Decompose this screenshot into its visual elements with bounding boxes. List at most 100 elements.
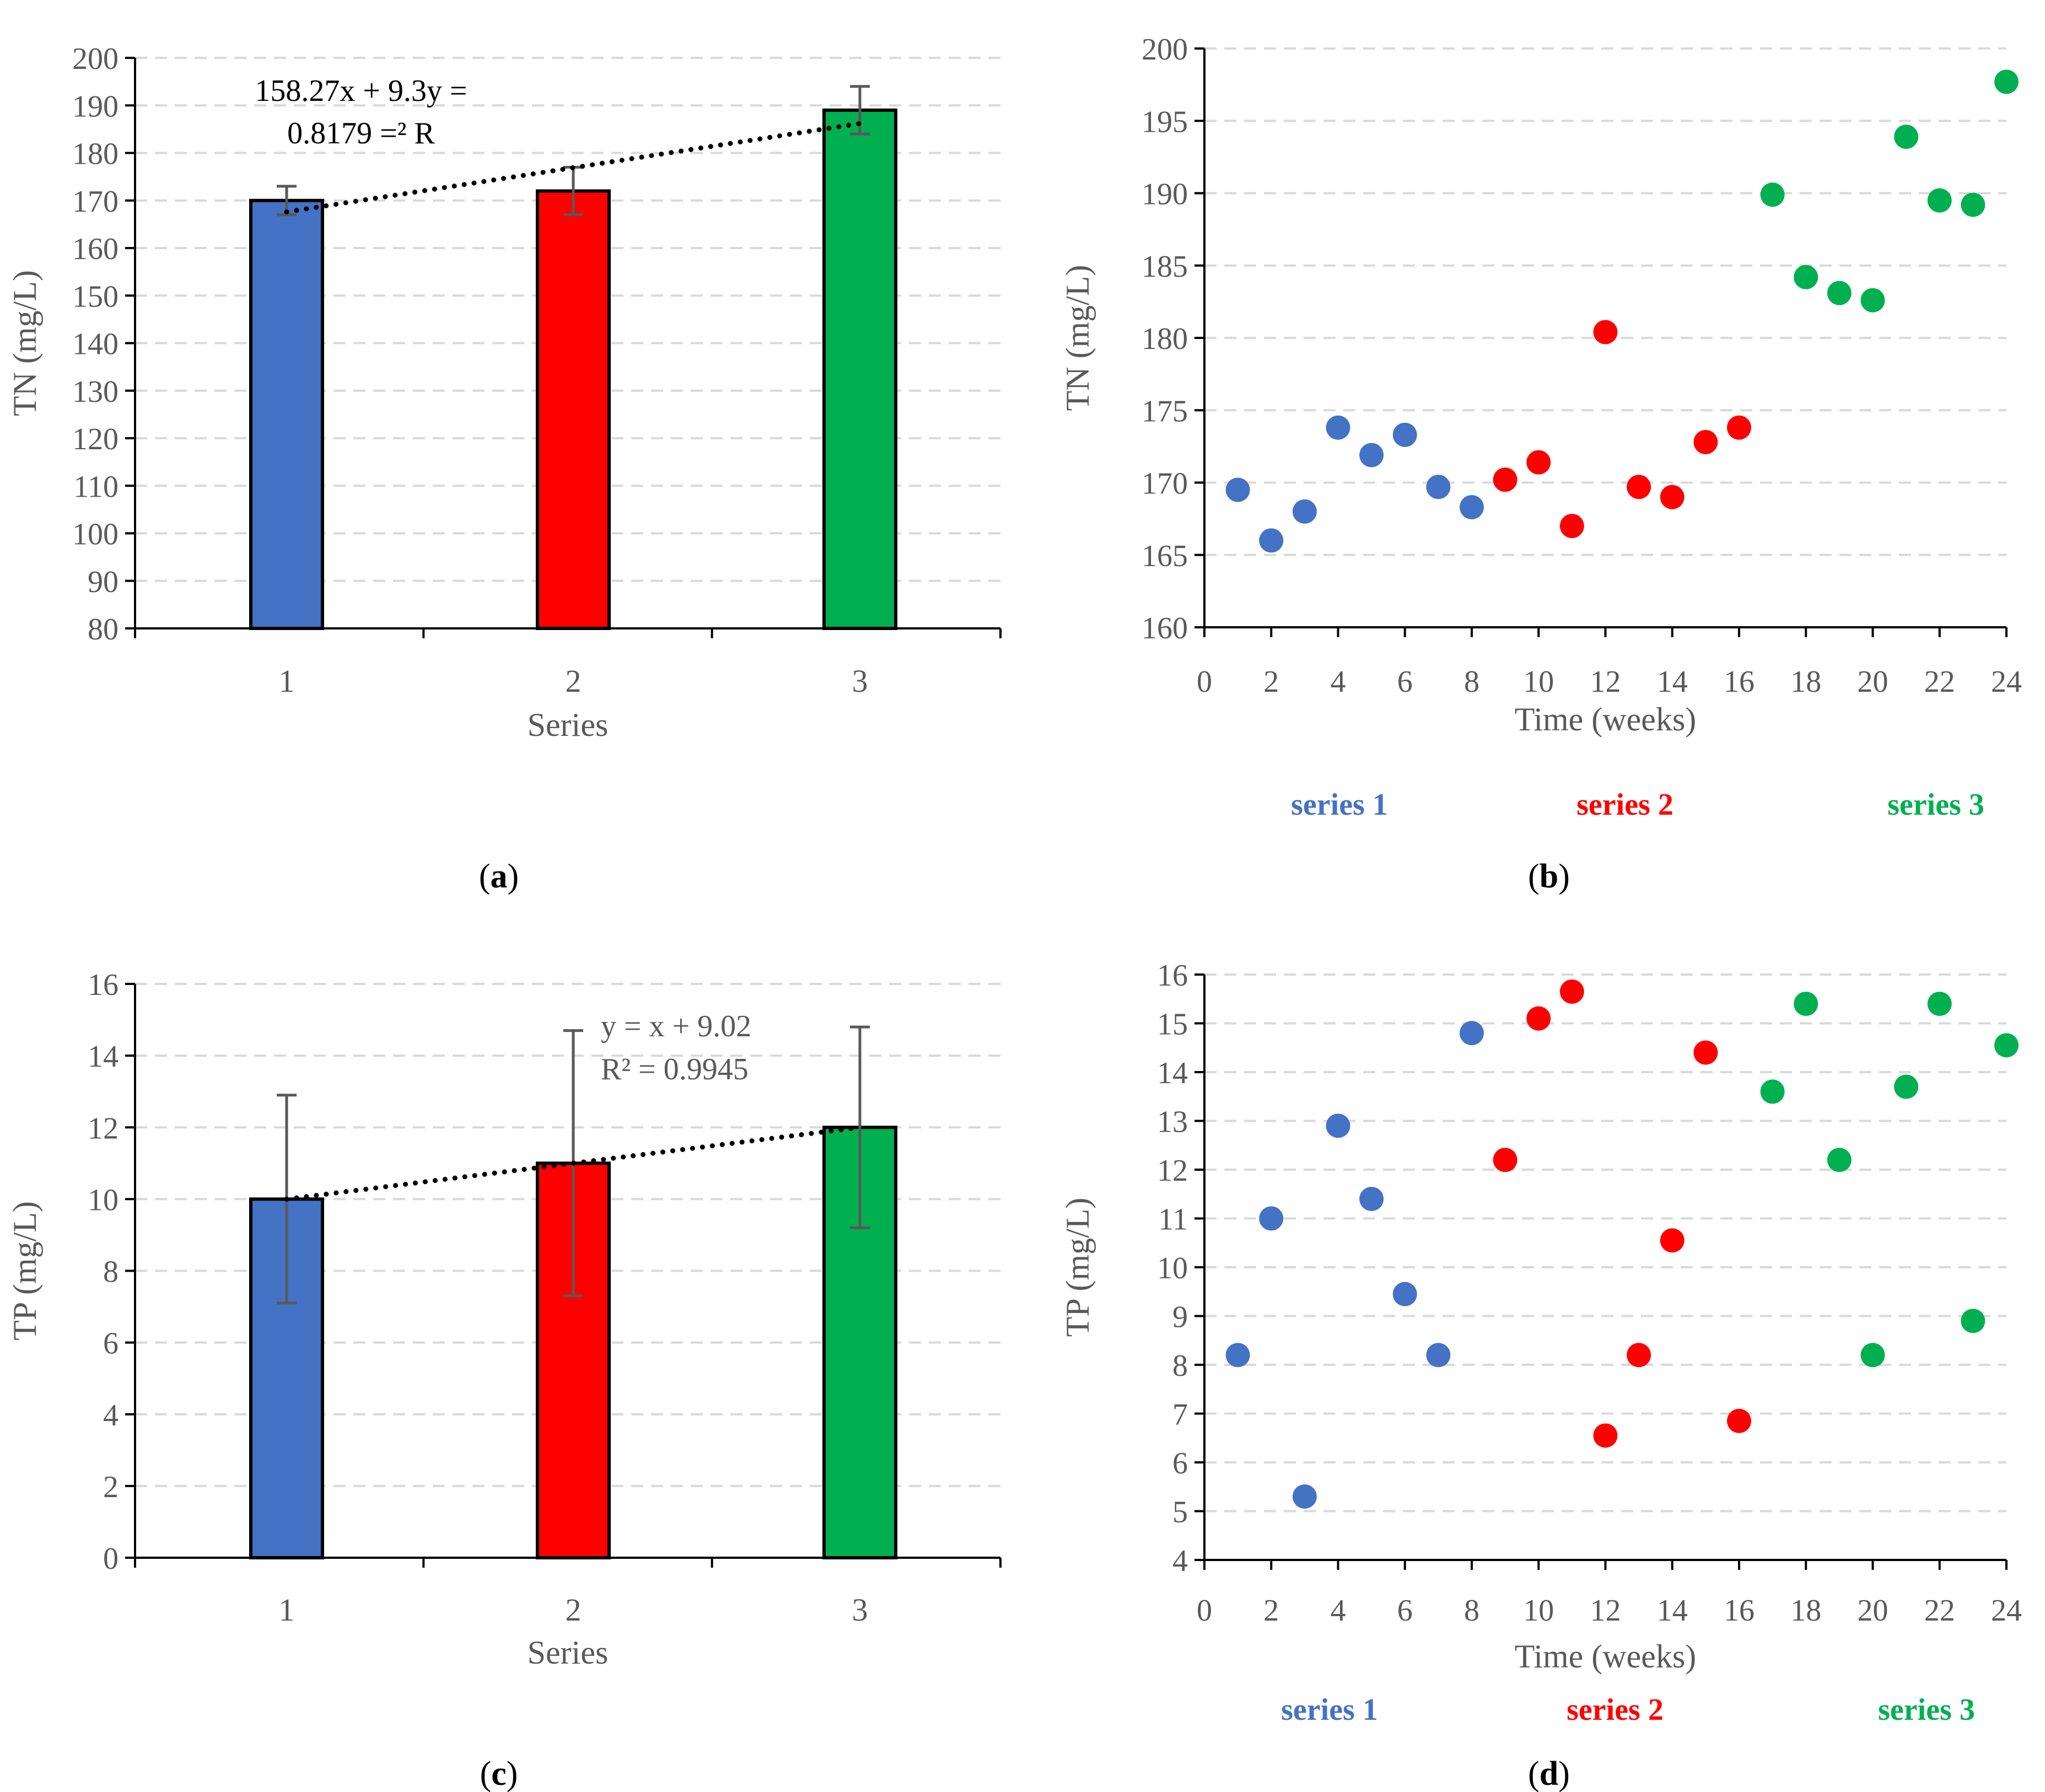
y-tick-label: 6 bbox=[1172, 1446, 1188, 1481]
data-point-series-3 bbox=[1860, 288, 1885, 313]
data-point-series-1 bbox=[1225, 1343, 1250, 1368]
data-point-series-1 bbox=[1460, 495, 1484, 520]
data-point-series-3 bbox=[1760, 1079, 1785, 1104]
y-tick-label: 4 bbox=[1172, 1544, 1188, 1578]
data-point-series-1 bbox=[1359, 1187, 1384, 1212]
legend-label-series-3: series 3 bbox=[1878, 1693, 1975, 1727]
x-tick-label: 16 bbox=[1724, 665, 1755, 699]
legend-label-series-1: series 1 bbox=[1281, 1693, 1378, 1727]
panel-label: (b) bbox=[1528, 858, 1570, 895]
trendline bbox=[284, 1124, 863, 1202]
data-point-series-1 bbox=[1392, 1282, 1417, 1306]
y-tick-label: 14 bbox=[1157, 1056, 1188, 1090]
data-point-series-1 bbox=[1292, 1484, 1317, 1509]
data-point-series-1 bbox=[1426, 475, 1451, 499]
data-point-series-2 bbox=[1693, 430, 1718, 454]
y-tick-label: 110 bbox=[73, 470, 119, 504]
x-tick-label: 2 bbox=[1263, 665, 1279, 699]
x-tick-label: 12 bbox=[1590, 1594, 1621, 1628]
y-tick-label: 165 bbox=[1142, 539, 1188, 573]
trendline-equation: y = x + 9.02 bbox=[601, 1009, 751, 1043]
y-tick-label: 140 bbox=[72, 327, 119, 362]
x-tick-label: 8 bbox=[1464, 1594, 1479, 1628]
y-tick-label: 10 bbox=[88, 1183, 119, 1217]
x-tick-label: 6 bbox=[1397, 1594, 1413, 1628]
x-tick-label: 10 bbox=[1523, 665, 1554, 699]
y-tick-label: 6 bbox=[103, 1327, 119, 1361]
data-point-series-3 bbox=[1794, 992, 1818, 1016]
x-tick-label: 18 bbox=[1790, 1594, 1821, 1628]
data-point-series-2 bbox=[1526, 1006, 1551, 1031]
data-point-series-2 bbox=[1627, 475, 1651, 499]
y-tick-label: 16 bbox=[88, 968, 119, 1002]
data-point-series-1 bbox=[1259, 528, 1284, 553]
y-tick-label: 5 bbox=[1172, 1495, 1188, 1530]
y-tick-label: 16 bbox=[1157, 959, 1188, 993]
data-point-series-1 bbox=[1225, 477, 1250, 502]
data-point-series-2 bbox=[1693, 1040, 1718, 1065]
y-tick-label: 13 bbox=[1157, 1105, 1188, 1139]
y-tick-label: 190 bbox=[72, 89, 119, 123]
data-point-series-2 bbox=[1593, 1423, 1618, 1448]
data-point-series-2 bbox=[1660, 485, 1685, 509]
y-tick-label: 10 bbox=[1157, 1251, 1188, 1285]
y-axis-label: TP (mg/L) bbox=[1059, 1198, 1096, 1337]
data-point-series-2 bbox=[1526, 450, 1551, 475]
x-axis-label: Time (weeks) bbox=[1515, 1638, 1696, 1675]
y-tick-label: 12 bbox=[1157, 1154, 1188, 1188]
panel-label: (a) bbox=[479, 858, 519, 895]
y-tick-label: 2 bbox=[103, 1470, 119, 1504]
y-tick-label: 185 bbox=[1142, 250, 1188, 284]
y-tick-label: 180 bbox=[1142, 322, 1188, 356]
y-tick-label: 120 bbox=[72, 422, 119, 456]
data-point-series-3 bbox=[1994, 69, 2019, 94]
y-tick-label: 90 bbox=[88, 565, 119, 599]
data-point-series-3 bbox=[1961, 1309, 1985, 1333]
data-point-series-1 bbox=[1326, 1113, 1350, 1138]
x-tick-label: 10 bbox=[1523, 1594, 1554, 1628]
legend-label-series-2: series 2 bbox=[1567, 1693, 1664, 1727]
data-point-series-2 bbox=[1660, 1228, 1685, 1253]
data-point-series-1 bbox=[1292, 499, 1317, 524]
x-tick-label: 24 bbox=[1991, 665, 2022, 699]
data-point-series-2 bbox=[1493, 467, 1517, 492]
legend-label-series-3: series 3 bbox=[1887, 788, 1984, 822]
panel-a-chart: 80 90 100 110 120 130 140 150 160 170 180 190 200 TN … bbox=[7, 42, 1002, 895]
x-tick-label: 16 bbox=[1724, 1594, 1755, 1628]
trendline bbox=[284, 121, 863, 214]
y-axis-label: TP (mg/L) bbox=[7, 1201, 43, 1341]
y-tick-label: 150 bbox=[72, 279, 119, 314]
y-axis-label: TN (mg/L) bbox=[7, 270, 43, 416]
x-tick-label: 22 bbox=[1924, 665, 1955, 699]
y-tick-label: 8 bbox=[1172, 1349, 1188, 1383]
x-tick-label: 20 bbox=[1858, 1594, 1888, 1628]
data-point-series-1 bbox=[1259, 1206, 1284, 1231]
x-tick-label: 24 bbox=[1991, 1594, 2022, 1628]
data-point-series-2 bbox=[1627, 1343, 1651, 1368]
data-point-series-3 bbox=[1827, 281, 1852, 305]
y-tick-label: 11 bbox=[1158, 1203, 1188, 1237]
y-tick-label: 7 bbox=[1172, 1398, 1188, 1432]
data-point-series-3 bbox=[1994, 1033, 2019, 1058]
data-point-series-3 bbox=[1894, 1074, 1919, 1099]
x-tick-label: 14 bbox=[1657, 1594, 1688, 1628]
data-point-series-2 bbox=[1493, 1148, 1517, 1172]
panel-label: (d) bbox=[1528, 1755, 1570, 1792]
x-tick-label: 6 bbox=[1397, 665, 1413, 699]
x-tick-label: 12 bbox=[1590, 665, 1621, 699]
bar bbox=[822, 108, 897, 630]
data-point-series-3 bbox=[1927, 188, 1952, 213]
x-tick-label: 1 bbox=[279, 663, 295, 699]
trendline-r-squared: R² = 0.9945 bbox=[601, 1052, 749, 1086]
x-tick-label: 8 bbox=[1464, 665, 1479, 699]
y-tick-label: 0 bbox=[103, 1542, 119, 1576]
y-tick-label: 200 bbox=[1142, 33, 1188, 67]
x-tick-label: 14 bbox=[1657, 665, 1688, 699]
x-tick-label: 0 bbox=[1197, 665, 1212, 699]
data-point-series-1 bbox=[1426, 1343, 1451, 1368]
y-tick-label: 160 bbox=[1142, 611, 1188, 645]
y-tick-label: 80 bbox=[88, 612, 119, 647]
x-axis-label: Time (weeks) bbox=[1515, 701, 1696, 738]
